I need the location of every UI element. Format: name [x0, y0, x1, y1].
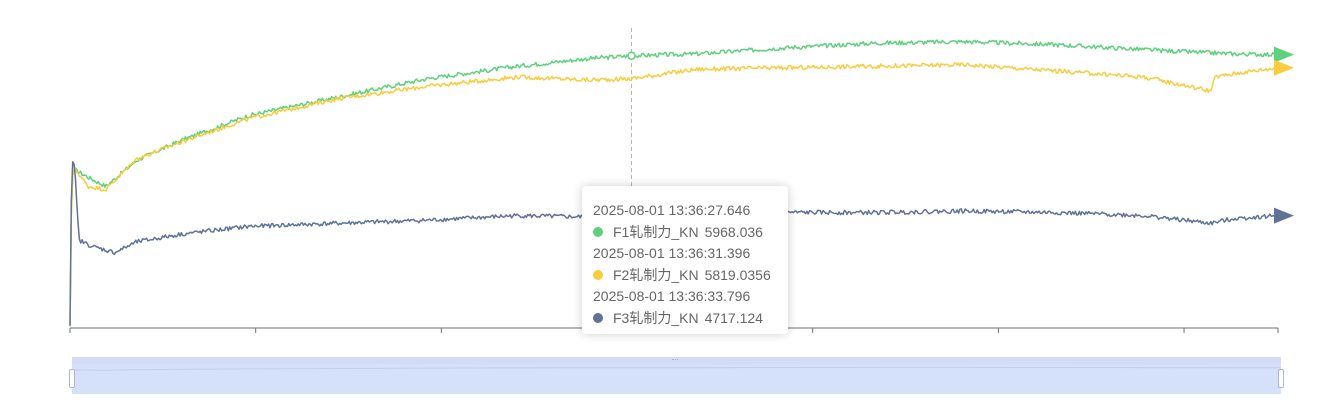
data-zoom-move-bar[interactable]: [72, 357, 1281, 364]
series-end-arrow-f3: [1274, 207, 1294, 224]
tooltip-row-f2: F2轧制力_KN 5819.0356: [593, 265, 778, 287]
series-end-arrow-f2: [1274, 59, 1294, 76]
data-zoom-end-handle[interactable]: [1278, 369, 1284, 388]
tooltip-dot-f1: [593, 227, 603, 238]
tooltip-name-f2: F2轧制力_KN: [613, 266, 699, 283]
tooltip-row-f3: F3轧制力_KN 4717.124: [593, 308, 778, 330]
series-line-f1: [69, 39, 1278, 327]
tooltip-time-f1: 2025-08-01 13:36:27.646: [593, 202, 751, 218]
data-zoom-slider[interactable]: [69, 357, 1284, 394]
tooltip-value-f3: 4717.124: [704, 309, 763, 326]
series-marker-f1: [627, 51, 636, 60]
series-end-arrow-f1: [1274, 46, 1294, 63]
series-line-f2: [69, 62, 1279, 327]
tooltip-time-f2: 2025-08-01 13:36:31.396: [593, 245, 751, 261]
tooltip-name-f3: F3轧制力_KN: [613, 309, 699, 326]
data-zoom-preview: [72, 366, 1281, 374]
tooltip-time-f3: 2025-08-01 13:36:33.796: [593, 288, 751, 304]
tooltip-name-f1: F1轧制力_KN: [613, 223, 699, 240]
tooltip-dot-f3: [593, 313, 603, 324]
data-zoom-start-handle[interactable]: [69, 369, 75, 388]
data-zoom-preview-line: [72, 366, 1281, 374]
data-zoom-grip-icon[interactable]: [672, 359, 678, 362]
tooltip-dot-f2: [593, 270, 603, 281]
tooltip-value-f1: 5968.036: [704, 223, 763, 240]
tooltip-row-f1: F1轧制力_KN 5968.036: [593, 222, 778, 244]
series-layer: [69, 39, 1294, 327]
tooltip-value-f2: 5819.0356: [704, 266, 771, 283]
tooltip: 2025-08-01 13:36:27.646 F1轧制力_KN 5968.03…: [582, 186, 788, 334]
